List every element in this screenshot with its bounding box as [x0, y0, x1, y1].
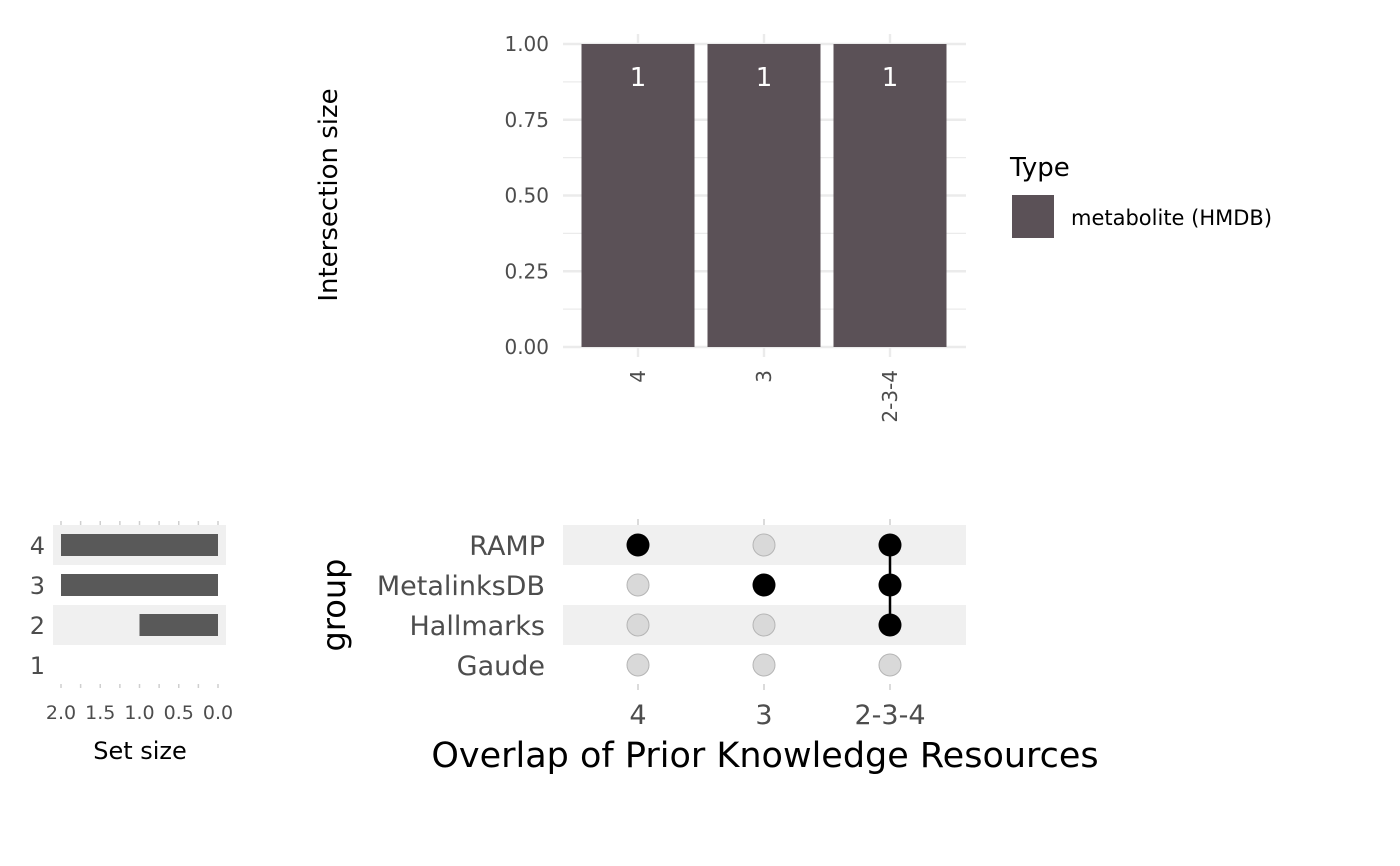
matrix-row-label: Hallmarks: [409, 611, 545, 642]
intersection-bar: [833, 44, 947, 347]
intersection-panel: 0.00 0.25 0.50 0.75 1.00 1 1 1 4 3 2-3-4 Interse…: [314, 32, 966, 423]
matrix-row-label: RAMP: [469, 531, 545, 562]
matrix-column-label: 4: [629, 700, 646, 731]
matrix-y-axis-title: group: [315, 559, 353, 652]
bar-value-label: 1: [882, 63, 899, 93]
membership-dot-active: [878, 533, 902, 557]
matrix-gridlines: [637, 519, 891, 690]
intersection-bar: [581, 44, 695, 347]
membership-dot-inactive: [626, 653, 650, 677]
set-x-tick-label: 1.0: [124, 702, 154, 724]
set-row-label: 3: [30, 572, 45, 600]
membership-dot-inactive: [626, 613, 650, 637]
matrix-row-label: MetalinksDB: [377, 571, 545, 602]
intersection-bars: [581, 44, 947, 347]
legend-label: metabolite (HMDB): [1071, 206, 1272, 230]
set-size-y-tick-labels: 4 3 2 1: [30, 532, 45, 680]
matrix-column-labels: 4 3 2-3-4: [629, 700, 925, 731]
membership-dot-active: [878, 573, 902, 597]
matrix-row-label: Gaude: [457, 651, 545, 682]
bar-value-label: 1: [630, 63, 647, 93]
matrix-x-axis-title: Overlap of Prior Knowledge Resources: [431, 736, 1098, 776]
set-size-gridlines: [60, 521, 219, 688]
set-size-bar: [61, 574, 218, 596]
set-row-label: 1: [30, 652, 45, 680]
x-tick-label: 2-3-4: [878, 370, 902, 423]
membership-dot-inactive: [752, 613, 776, 637]
set-size-x-tick-labels: 2.0 1.5 1.0 0.5 0.0: [46, 702, 233, 724]
set-size-bar: [61, 534, 218, 556]
set-x-tick-label: 0.0: [203, 702, 233, 724]
set-size-bars: [61, 534, 218, 636]
legend-title: Type: [1009, 153, 1070, 183]
set-size-x-axis-title: Set size: [93, 737, 187, 765]
set-row-label: 2: [30, 612, 45, 640]
y-tick-label: 0.50: [504, 184, 549, 208]
set-x-tick-label: 2.0: [46, 702, 76, 724]
membership-dot-inactive: [626, 573, 650, 597]
membership-dot-active: [626, 533, 650, 557]
intersection-bar: [707, 44, 821, 347]
membership-dot-active: [752, 573, 776, 597]
intersection-x-tick-labels: 4 3 2-3-4: [626, 370, 902, 423]
matrix-column-label: 3: [755, 700, 772, 731]
x-tick-label: 4: [626, 370, 650, 383]
y-tick-label: 0.25: [504, 259, 549, 283]
x-tick-label: 3: [752, 370, 776, 383]
set-x-tick-label: 0.5: [164, 702, 194, 724]
set-size-panel: 4 3 2 1 2.0 1.5 1.0 0.5 0.0 Set size: [30, 521, 233, 765]
membership-dot-inactive: [752, 533, 776, 557]
intersection-y-axis-title: Intersection size: [314, 88, 344, 301]
membership-matrix: RAMP MetalinksDB Hallmarks Gaude 4 3 2-3-4 gr…: [315, 519, 1099, 776]
set-row-label: 4: [30, 532, 45, 560]
membership-dot-inactive: [752, 653, 776, 677]
bar-value-label: 1: [756, 63, 773, 93]
membership-dot-inactive: [878, 653, 902, 677]
legend-swatch: [1012, 195, 1054, 238]
intersection-bar-labels: 1 1 1: [630, 63, 899, 93]
matrix-column-label: 2-3-4: [854, 700, 925, 731]
y-tick-label: 0.75: [504, 108, 549, 132]
intersection-y-tick-labels: 0.00 0.25 0.50 0.75 1.00: [504, 32, 549, 359]
membership-dot-active: [878, 613, 902, 637]
set-size-bar: [139, 614, 218, 636]
set-x-tick-label: 1.5: [85, 702, 115, 724]
legend: Type metabolite (HMDB): [1009, 153, 1272, 238]
matrix-dots: [626, 533, 902, 677]
matrix-row-labels: RAMP MetalinksDB Hallmarks Gaude: [377, 531, 545, 682]
y-tick-label: 0.00: [504, 335, 549, 359]
y-tick-label: 1.00: [504, 32, 549, 56]
